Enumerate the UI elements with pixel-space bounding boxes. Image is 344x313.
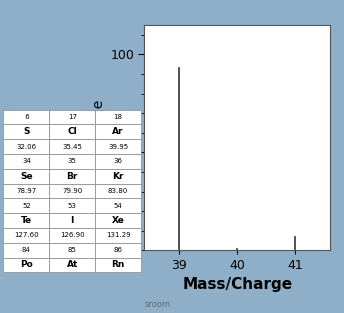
Text: sroom: sroom bbox=[144, 300, 171, 309]
Y-axis label: Abundance: Abundance bbox=[92, 99, 106, 177]
X-axis label: Mass/Charge: Mass/Charge bbox=[182, 277, 292, 292]
